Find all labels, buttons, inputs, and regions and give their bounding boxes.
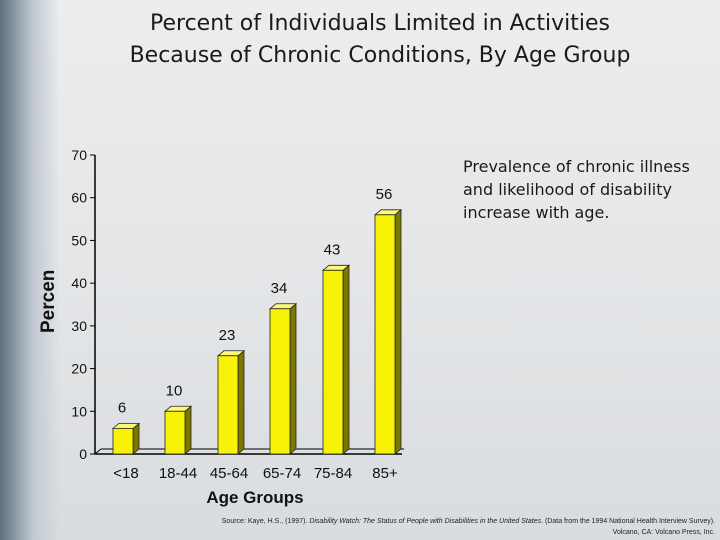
bar-value-label: 34 xyxy=(271,280,288,297)
bar-side xyxy=(342,264,350,455)
y-tick-label: 60 xyxy=(71,190,87,206)
bar-value-label: 23 xyxy=(219,327,236,344)
y-axis-label: Percen xyxy=(38,270,59,333)
x-tick-label: <18 xyxy=(113,465,138,482)
x-tick-label: 65-74 xyxy=(263,465,301,482)
chart-bars xyxy=(111,208,403,455)
chart-labels: 6 10 23 34 43 56 <18 18-44 45-64 65-74 75-84 85+ Age… xyxy=(113,186,398,507)
x-tick-label: 45-64 xyxy=(210,465,248,482)
source-suffix: . (Data from the 1994 National Health In… xyxy=(541,518,715,536)
y-tick-label: 70 xyxy=(71,147,87,163)
source-title: Disability Watch: The Status of People w… xyxy=(309,518,542,525)
bar-front xyxy=(322,269,344,455)
axis-depth-line xyxy=(94,448,102,455)
x-tick-label: 75-84 xyxy=(314,465,352,482)
bar-value-label: 6 xyxy=(118,399,126,416)
bar-value-label: 43 xyxy=(324,241,341,258)
chart-title: Percent of Individuals Limited in Activi… xyxy=(40,8,720,72)
y-tick-label: 30 xyxy=(71,318,87,334)
y-tick-label: 50 xyxy=(71,232,87,248)
bar-side xyxy=(394,208,402,455)
chart-note: Prevalence of chronic illness and likeli… xyxy=(463,157,690,222)
y-tick-label: 20 xyxy=(71,361,87,377)
title-line-2: Because of Chronic Conditions, By Age Gr… xyxy=(129,43,631,68)
x-axis-label: Age Groups xyxy=(206,488,303,507)
chart-axes: 0 10 20 30 40 50 60 70 Percen xyxy=(38,147,404,462)
bar xyxy=(163,405,193,455)
bar-front xyxy=(217,355,239,455)
y-tick-label: 40 xyxy=(71,275,87,291)
bar-front xyxy=(164,410,186,455)
y-tick-label: 0 xyxy=(79,446,87,462)
bar-front xyxy=(269,308,291,455)
bar xyxy=(111,422,141,455)
source-citation: Source: Kaye, H.S., (1997). Disability W… xyxy=(205,516,715,538)
y-tick-label: 10 xyxy=(71,403,87,419)
x-tick-label: 18-44 xyxy=(159,465,197,482)
bar-side xyxy=(237,349,245,455)
bar-side xyxy=(184,405,192,455)
bar-side xyxy=(289,302,297,455)
bar-front xyxy=(374,214,396,455)
title-line-1: Percent of Individuals Limited in Activi… xyxy=(149,11,610,36)
x-tick-label: 85+ xyxy=(372,465,398,482)
bar-value-label: 56 xyxy=(376,186,393,203)
source-prefix: Source: Kaye, H.S., (1997). xyxy=(221,518,310,525)
bar-front xyxy=(112,427,134,455)
bar xyxy=(321,264,351,455)
bar-value-label: 10 xyxy=(166,382,183,399)
bar xyxy=(373,208,403,455)
bar xyxy=(216,349,246,455)
bar xyxy=(268,302,298,455)
